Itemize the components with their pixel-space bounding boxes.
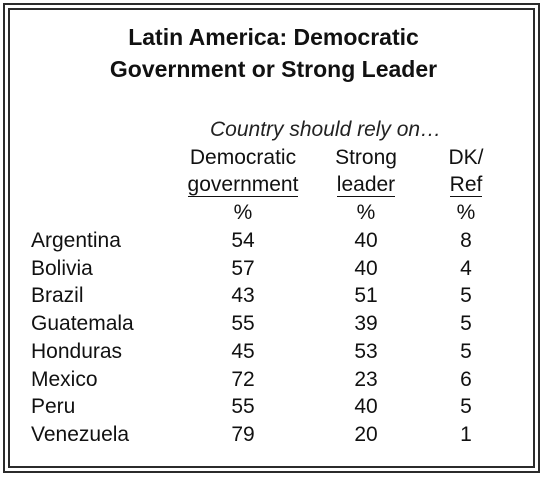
cell-venezuela-col1: 79 — [231, 423, 255, 446]
row-label-mexico: Mexico — [31, 368, 98, 391]
column-header-dkref-line1: DK/ — [448, 146, 484, 169]
cell-mexico-col1: 72 — [231, 368, 255, 391]
cell-mexico-col2: 23 — [354, 368, 378, 391]
row-label-bolivia: Bolivia — [31, 257, 93, 280]
column-header-strong-line1: Strong — [335, 146, 397, 169]
cell-brazil-col1: 43 — [231, 284, 255, 307]
cell-argentina-col2: 40 — [354, 229, 378, 252]
cell-guatemala-col1: 55 — [231, 312, 255, 335]
column-header-democratic-line2: government — [176, 172, 310, 198]
column-header-democratic-unit: % — [233, 201, 253, 224]
inner-border — [8, 8, 535, 468]
row-label-honduras: Honduras — [31, 340, 123, 363]
cell-honduras-col2: 53 — [354, 340, 378, 363]
cell-honduras-col1: 45 — [231, 340, 255, 363]
cell-mexico-col3: 6 — [460, 368, 472, 391]
column-header-dkref-line2: Ref — [438, 172, 494, 198]
cell-guatemala-col3: 5 — [460, 312, 472, 335]
column-header-dkref-unit: % — [456, 201, 476, 224]
cell-argentina-col1: 54 — [231, 229, 255, 252]
row-label-peru: Peru — [31, 395, 76, 418]
cell-venezuela-col2: 20 — [354, 423, 378, 446]
column-header-strong-line2-text: leader — [336, 173, 396, 197]
cell-argentina-col3: 8 — [460, 229, 472, 252]
cell-honduras-col3: 5 — [460, 340, 472, 363]
column-header-strong-unit: % — [356, 201, 376, 224]
cell-guatemala-col2: 39 — [354, 312, 378, 335]
cell-peru-col2: 40 — [354, 395, 378, 418]
cell-peru-col3: 5 — [460, 395, 472, 418]
cell-bolivia-col2: 40 — [354, 257, 378, 280]
column-header-strong-line2: leader — [326, 172, 406, 198]
column-header-democratic-line1: Democratic — [189, 146, 297, 169]
cell-peru-col1: 55 — [231, 395, 255, 418]
column-header-dkref-line2-text: Ref — [449, 173, 483, 197]
column-header-democratic-line2-text: government — [187, 173, 299, 197]
cell-venezuela-col3: 1 — [460, 423, 472, 446]
chart-title-line-2: Government or Strong Leader — [109, 56, 438, 82]
table-subtitle: Country should rely on… — [210, 118, 442, 141]
cell-brazil-col3: 5 — [460, 284, 472, 307]
cell-brazil-col2: 51 — [354, 284, 378, 307]
chart-title-line-1: Latin America: Democratic — [128, 24, 419, 50]
row-label-venezuela: Venezuela — [31, 423, 130, 446]
cell-bolivia-col3: 4 — [460, 257, 472, 280]
row-label-guatemala: Guatemala — [31, 312, 134, 335]
row-label-argentina: Argentina — [31, 229, 121, 252]
cell-bolivia-col1: 57 — [231, 257, 255, 280]
row-label-brazil: Brazil — [31, 284, 84, 307]
outer-border — [3, 3, 540, 473]
